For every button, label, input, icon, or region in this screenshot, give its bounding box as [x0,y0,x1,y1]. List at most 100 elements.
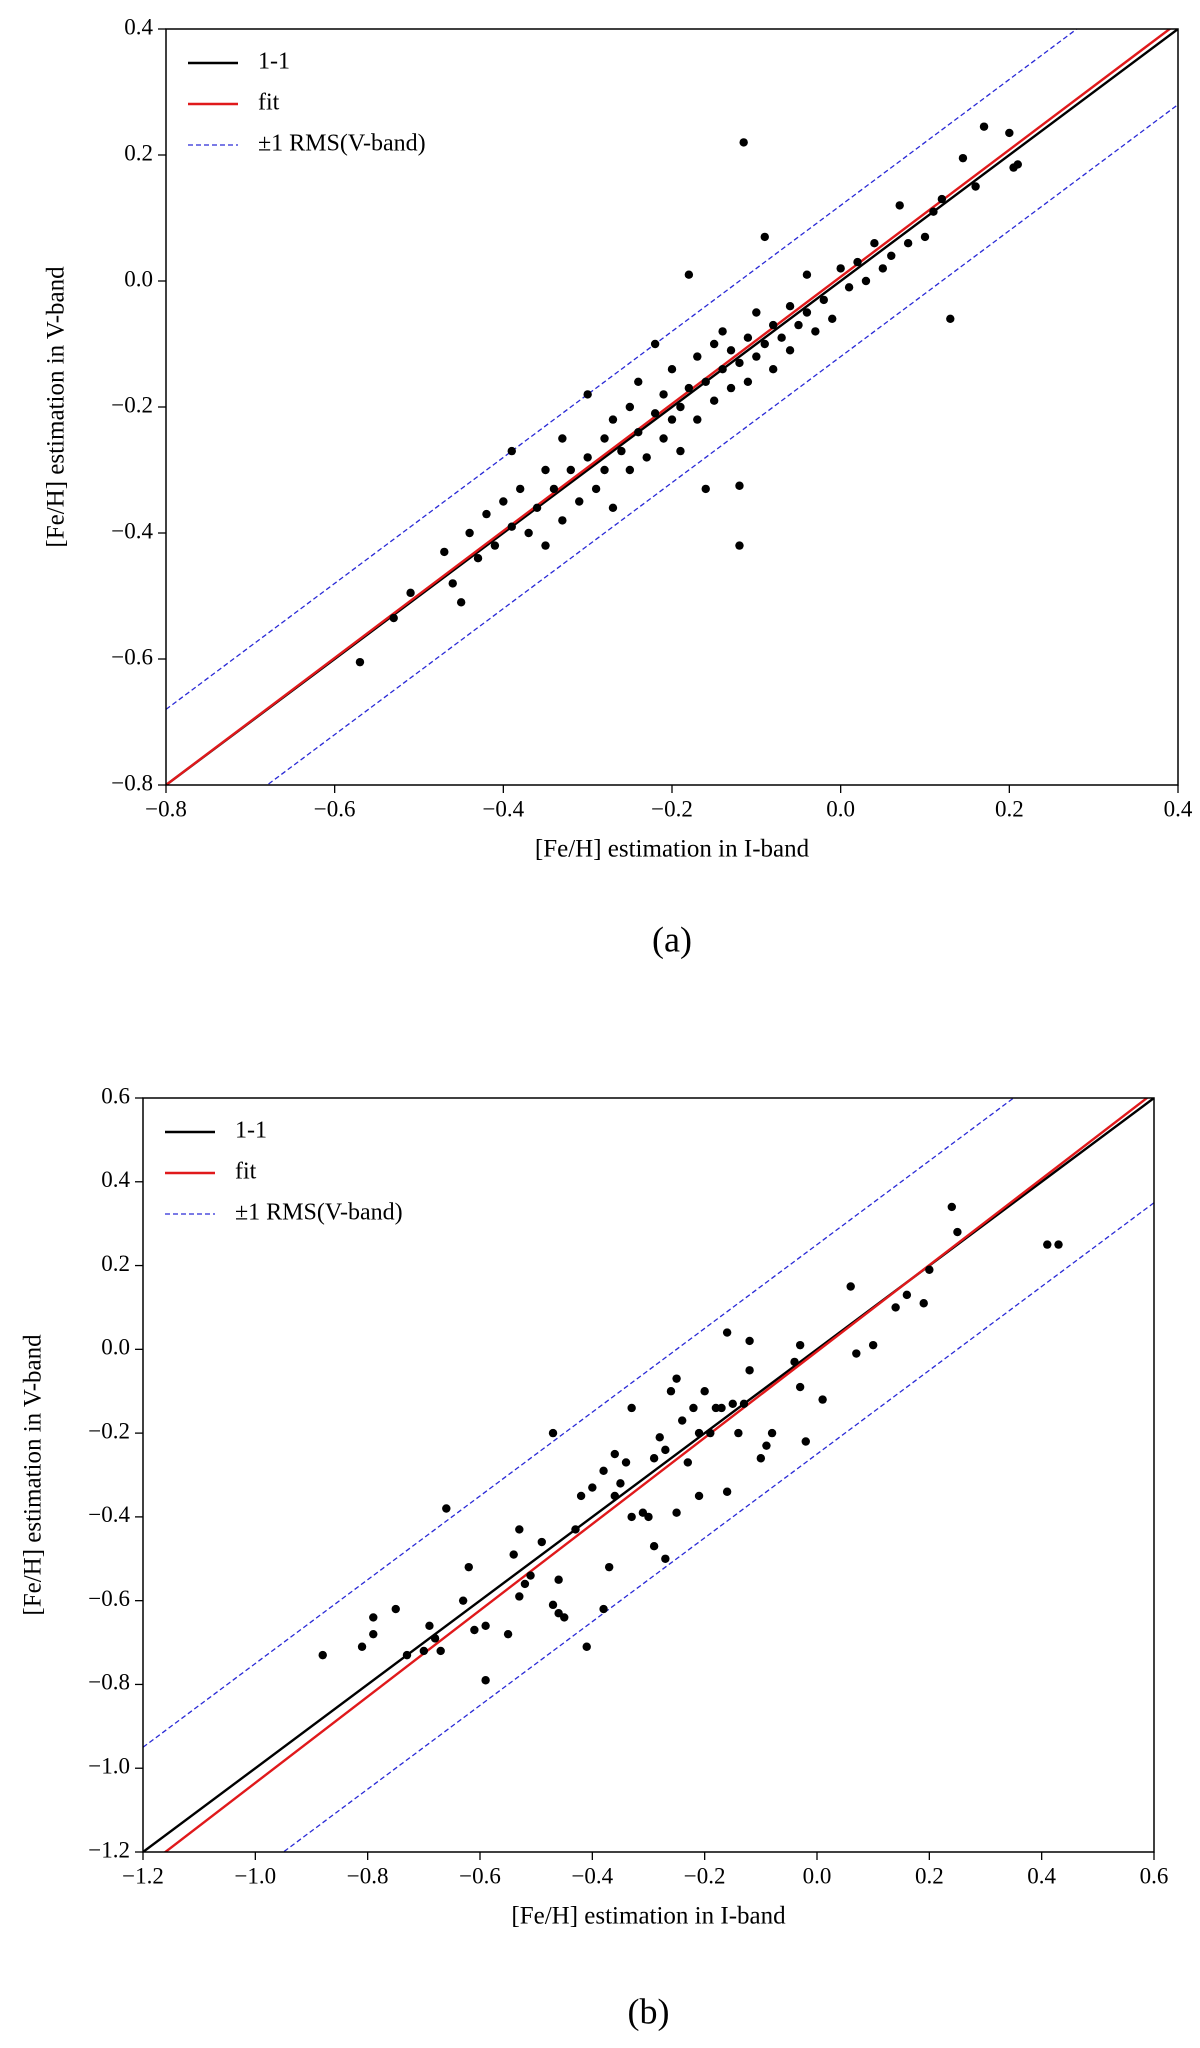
data-point [526,1571,535,1580]
data-point [458,1596,468,1605]
data-point [752,352,761,361]
data-point [937,194,947,204]
data-point [676,402,685,412]
data-point [760,339,769,349]
x-tick-label: 0.0 [803,1863,832,1888]
data-point [655,1433,664,1442]
x-tick-label: −0.2 [684,1863,726,1888]
y-tick-label: 0.2 [101,1251,130,1276]
x-tick-label: 0.4 [1027,1863,1056,1888]
data-point [571,1525,580,1534]
data-point [735,541,744,550]
data-point [430,1634,440,1643]
x-tick-label: −0.8 [347,1863,389,1888]
legend-label: ±1 RMS(V-band) [235,1200,403,1226]
data-point [739,138,748,147]
data-point [811,327,820,336]
line [143,1098,1154,1852]
data-point [575,497,584,506]
data-point [726,383,736,393]
data-point [920,232,930,242]
data-point [689,1403,698,1413]
data-point [743,377,753,386]
y-axis-label: [Fe/H] estimation in V-band [20,1334,47,1616]
data-point [694,1491,704,1501]
x-tick-label: 0.2 [995,796,1024,821]
data-point [819,295,828,305]
data-point [464,1562,473,1572]
data-point [925,1265,934,1274]
data-point [1013,160,1022,169]
data-point [667,365,677,374]
data-point [608,503,618,512]
data-point [515,1592,524,1601]
data-point [419,1646,429,1656]
data-point [440,547,449,557]
data-point [583,390,592,399]
data-point [470,1625,479,1635]
y-tick-label: −0.2 [111,392,153,417]
y-tick-label: 0.4 [101,1167,130,1192]
data-point [608,415,618,424]
data-point [599,1466,608,1476]
data-point [846,1282,855,1291]
data-point [979,122,989,131]
data-point [650,339,660,349]
data-point [709,396,719,405]
data-point [706,1428,715,1438]
data-point [549,484,559,494]
data-point [743,333,753,342]
data-point [627,1512,636,1522]
data-point [828,314,837,323]
data-point [785,302,795,311]
data-point [868,1340,878,1350]
data-point [481,1676,490,1685]
data-point [735,358,744,368]
x-tick-label: −1.2 [122,1863,164,1888]
data-point [953,1227,962,1237]
line [166,29,1172,785]
data-point [558,516,567,525]
data-point [1043,1240,1052,1249]
data-point [718,365,727,374]
data-point [591,484,601,494]
data-point [442,1504,451,1513]
data-point [634,377,643,386]
data-point [548,1600,558,1610]
data-point [448,579,457,588]
data-point [785,346,795,355]
data-point [683,1458,693,1467]
data-point [795,1382,805,1392]
data-point [490,541,500,550]
x-tick-label: 0.6 [1140,1863,1169,1888]
data-point [678,1416,687,1425]
data-point [769,365,778,374]
data-point [473,554,483,563]
data-point [878,264,888,273]
data-point [794,320,803,330]
x-axis-label: [Fe/H] estimation in I-band [511,1903,786,1930]
data-point [717,1403,726,1413]
data-point [676,446,685,456]
data-point [425,1621,434,1631]
data-point [625,465,635,475]
data-point [503,1629,513,1639]
data-point [616,1479,625,1488]
data-point [661,1554,670,1563]
data-point [659,390,668,399]
data-point [919,1299,928,1308]
data-point [818,1395,827,1404]
rms-line [143,1098,1015,1748]
data-point [726,346,736,355]
data-point [621,1458,631,1467]
y-tick-label: 0.0 [124,266,153,291]
data-point [541,465,550,475]
data-point [684,383,694,393]
data-point [610,1449,619,1459]
y-tick-label: −0.8 [111,770,153,795]
data-point [537,1537,546,1547]
rms-line [266,104,1178,785]
plot-area [143,1098,1154,1852]
y-tick-label: −0.4 [111,518,153,543]
